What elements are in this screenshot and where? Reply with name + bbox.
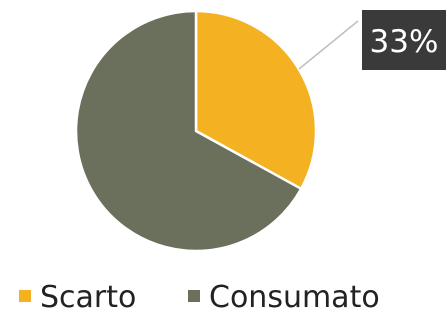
data-label-leader-line [298,20,359,70]
legend-swatch-scarto [19,290,31,302]
data-label-box [362,10,446,70]
data-label-scarto: 33% [362,10,446,70]
pie-slice-consumato [74,9,303,253]
legend-item-consumato: Consumato [188,280,380,315]
legend-label-consumato: Consumato [209,280,380,315]
data-label-value: 33% [370,24,439,60]
pie-slice-scarto [194,9,318,191]
legend-label-scarto: Scarto [40,280,136,315]
pie-slices [74,9,318,253]
legend-item-scarto: Scarto [19,280,136,315]
legend-swatch-consumato [188,290,200,302]
legend: Scarto Consumato [19,280,380,315]
